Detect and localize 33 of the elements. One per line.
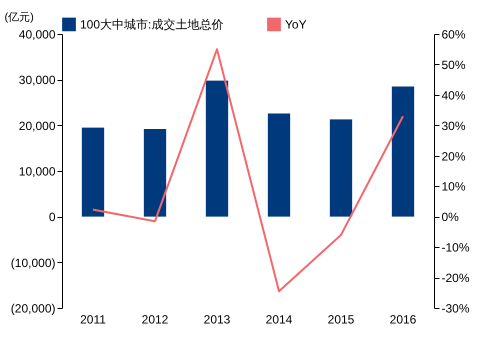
y-tick-label: 0 xyxy=(48,210,56,224)
y2-tick-label: -10% xyxy=(442,240,470,255)
y-tick-label: (20,000) xyxy=(10,302,56,316)
y2-tick-label: 0% xyxy=(442,210,460,224)
legend-label: 100大中城市:成交土地总价 xyxy=(80,17,224,32)
bar xyxy=(330,119,352,217)
y2-tick-label: 60% xyxy=(442,28,466,42)
x-tick-label: 2011 xyxy=(80,312,106,326)
line-series xyxy=(92,48,404,292)
bar xyxy=(82,128,104,217)
y-tick-label: 40,000 xyxy=(18,28,56,42)
x-tick-label: 2013 xyxy=(204,312,231,326)
bar xyxy=(392,86,414,217)
y-tick-label: 10,000 xyxy=(18,164,56,178)
y2-tick-label: 40% xyxy=(442,88,466,102)
x-tick-label: 2016 xyxy=(390,312,417,326)
y2-tick-label: 50% xyxy=(442,58,466,72)
x-tick-label: 2014 xyxy=(266,312,293,326)
y2-tick-label: 10% xyxy=(442,180,466,194)
x-tick-label: 2015 xyxy=(328,312,355,326)
y2-tick-label: 30% xyxy=(442,118,466,133)
y-tick-label: (10,000) xyxy=(10,256,56,270)
y-tick-label: 30,000 xyxy=(18,73,56,88)
y2-tick-label: 20% xyxy=(442,149,466,164)
y2-tick-label: -30% xyxy=(442,302,470,316)
bar xyxy=(268,113,290,217)
bar xyxy=(206,80,228,217)
x-tick-label: 2012 xyxy=(142,312,169,326)
legend-label: YoY xyxy=(285,17,307,32)
y2-tick-label: -20% xyxy=(442,271,470,286)
y-tick-label: 20,000 xyxy=(18,118,56,133)
bar xyxy=(144,128,166,217)
y-axis-title: (亿元) xyxy=(4,12,34,24)
